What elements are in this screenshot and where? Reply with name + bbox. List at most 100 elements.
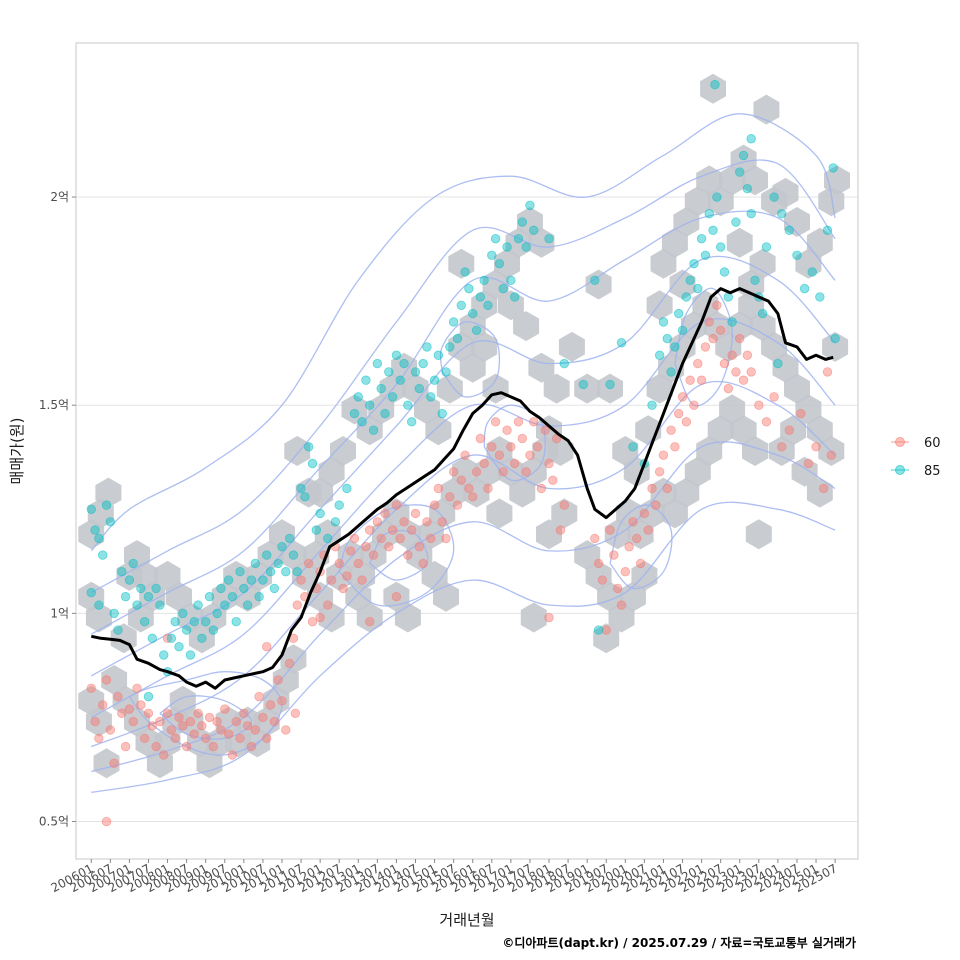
data-point-85 [94, 533, 104, 544]
hexbin-cell [574, 540, 601, 571]
data-point-85 [136, 583, 146, 594]
data-point-85 [368, 425, 379, 435]
data-point-60 [559, 500, 569, 510]
data-point-60 [262, 733, 272, 743]
data-point-85 [220, 600, 230, 610]
hexbin-cell [806, 227, 833, 258]
data-point-60 [635, 558, 646, 569]
data-point-60 [406, 525, 417, 535]
hexbin-cell [673, 477, 700, 508]
hexbin-cell [639, 498, 665, 529]
hexbin-cell [402, 373, 429, 404]
data-point-60 [513, 417, 524, 427]
data-point-85 [799, 283, 810, 294]
data-point-85 [155, 600, 165, 610]
data-point-60 [754, 400, 764, 410]
data-point-85 [418, 358, 428, 369]
trend-line [90, 287, 834, 690]
data-point-60 [708, 333, 718, 344]
data-point-60 [410, 508, 421, 519]
data-point-85 [490, 233, 501, 244]
data-point-60 [803, 458, 814, 469]
data-point-85 [471, 325, 482, 335]
data-point-85 [525, 200, 535, 211]
data-point-60 [193, 708, 203, 718]
data-point-60 [818, 483, 829, 494]
hexbin-cell [528, 227, 555, 258]
data-point-60 [250, 725, 260, 735]
data-point-85 [792, 250, 802, 261]
data-point-60 [117, 708, 127, 718]
data-point-60 [303, 558, 314, 569]
data-point-60 [239, 708, 249, 718]
data-point-85 [200, 616, 211, 627]
data-point-60 [544, 612, 554, 623]
data-point-85 [189, 616, 199, 627]
hexbin-cell [749, 311, 776, 342]
contour-line [90, 159, 836, 594]
data-point-85 [311, 525, 322, 535]
hexbin-cell [471, 331, 498, 362]
data-point-85 [662, 333, 672, 344]
data-point-60 [353, 558, 363, 569]
data-point-85 [761, 242, 772, 252]
hexbin-cell [661, 227, 688, 258]
data-point-60 [204, 712, 215, 723]
hexbin-cell [597, 581, 623, 612]
data-point-60 [170, 733, 180, 743]
hexbin-cell [85, 706, 112, 737]
contour-line [483, 404, 546, 482]
data-point-60 [399, 517, 409, 527]
hexbin-cell [749, 248, 776, 279]
data-point-85 [777, 208, 787, 219]
data-point-60 [517, 433, 528, 444]
data-point-85 [693, 283, 703, 294]
y-axis-ticks: 0.5억 1억 1.5억 2억 [39, 190, 76, 829]
hexbin-cell [383, 581, 410, 612]
data-point-60 [777, 442, 787, 452]
data-point-60 [281, 725, 291, 735]
data-point-60 [487, 442, 497, 452]
data-point-85 [544, 233, 554, 244]
hexbin-cell [257, 540, 284, 571]
contour-line [609, 504, 673, 590]
hexbin-cell [436, 373, 463, 404]
data-point-85 [181, 625, 192, 635]
data-point-60 [395, 533, 405, 544]
data-point-60 [811, 442, 821, 452]
data-point-85 [731, 217, 741, 227]
data-point-85 [670, 342, 680, 352]
data-point-60 [384, 542, 394, 552]
data-point-85 [464, 283, 474, 294]
hexbin-cell [726, 227, 753, 258]
hexbin-cell [188, 623, 215, 654]
data-point-85 [437, 408, 447, 419]
data-point-60 [696, 375, 707, 385]
data-point-85 [498, 283, 508, 294]
data-point-85 [719, 267, 730, 277]
hexbin-cell [715, 331, 742, 362]
data-point-85 [395, 375, 405, 385]
data-point-60 [731, 367, 741, 377]
data-point-60 [685, 375, 695, 385]
data-point-85 [628, 442, 638, 452]
data-point-60 [471, 467, 482, 477]
data-point-60 [712, 300, 722, 310]
data-point-85 [208, 625, 219, 635]
data-point-85 [414, 383, 425, 394]
data-point-85 [273, 558, 283, 569]
hexbin-cell [669, 269, 696, 300]
data-point-60 [422, 517, 432, 527]
data-point-60 [105, 725, 116, 735]
data-point-60 [246, 741, 257, 752]
data-point-60 [620, 567, 631, 577]
data-point-60 [315, 612, 325, 623]
data-point-85 [509, 292, 520, 302]
hexbin-cell [101, 665, 128, 695]
contour-line [439, 321, 501, 398]
hexbin-cell [85, 602, 112, 633]
data-point-85 [170, 616, 180, 627]
data-point-85 [284, 533, 295, 544]
data-point-60 [502, 425, 512, 435]
